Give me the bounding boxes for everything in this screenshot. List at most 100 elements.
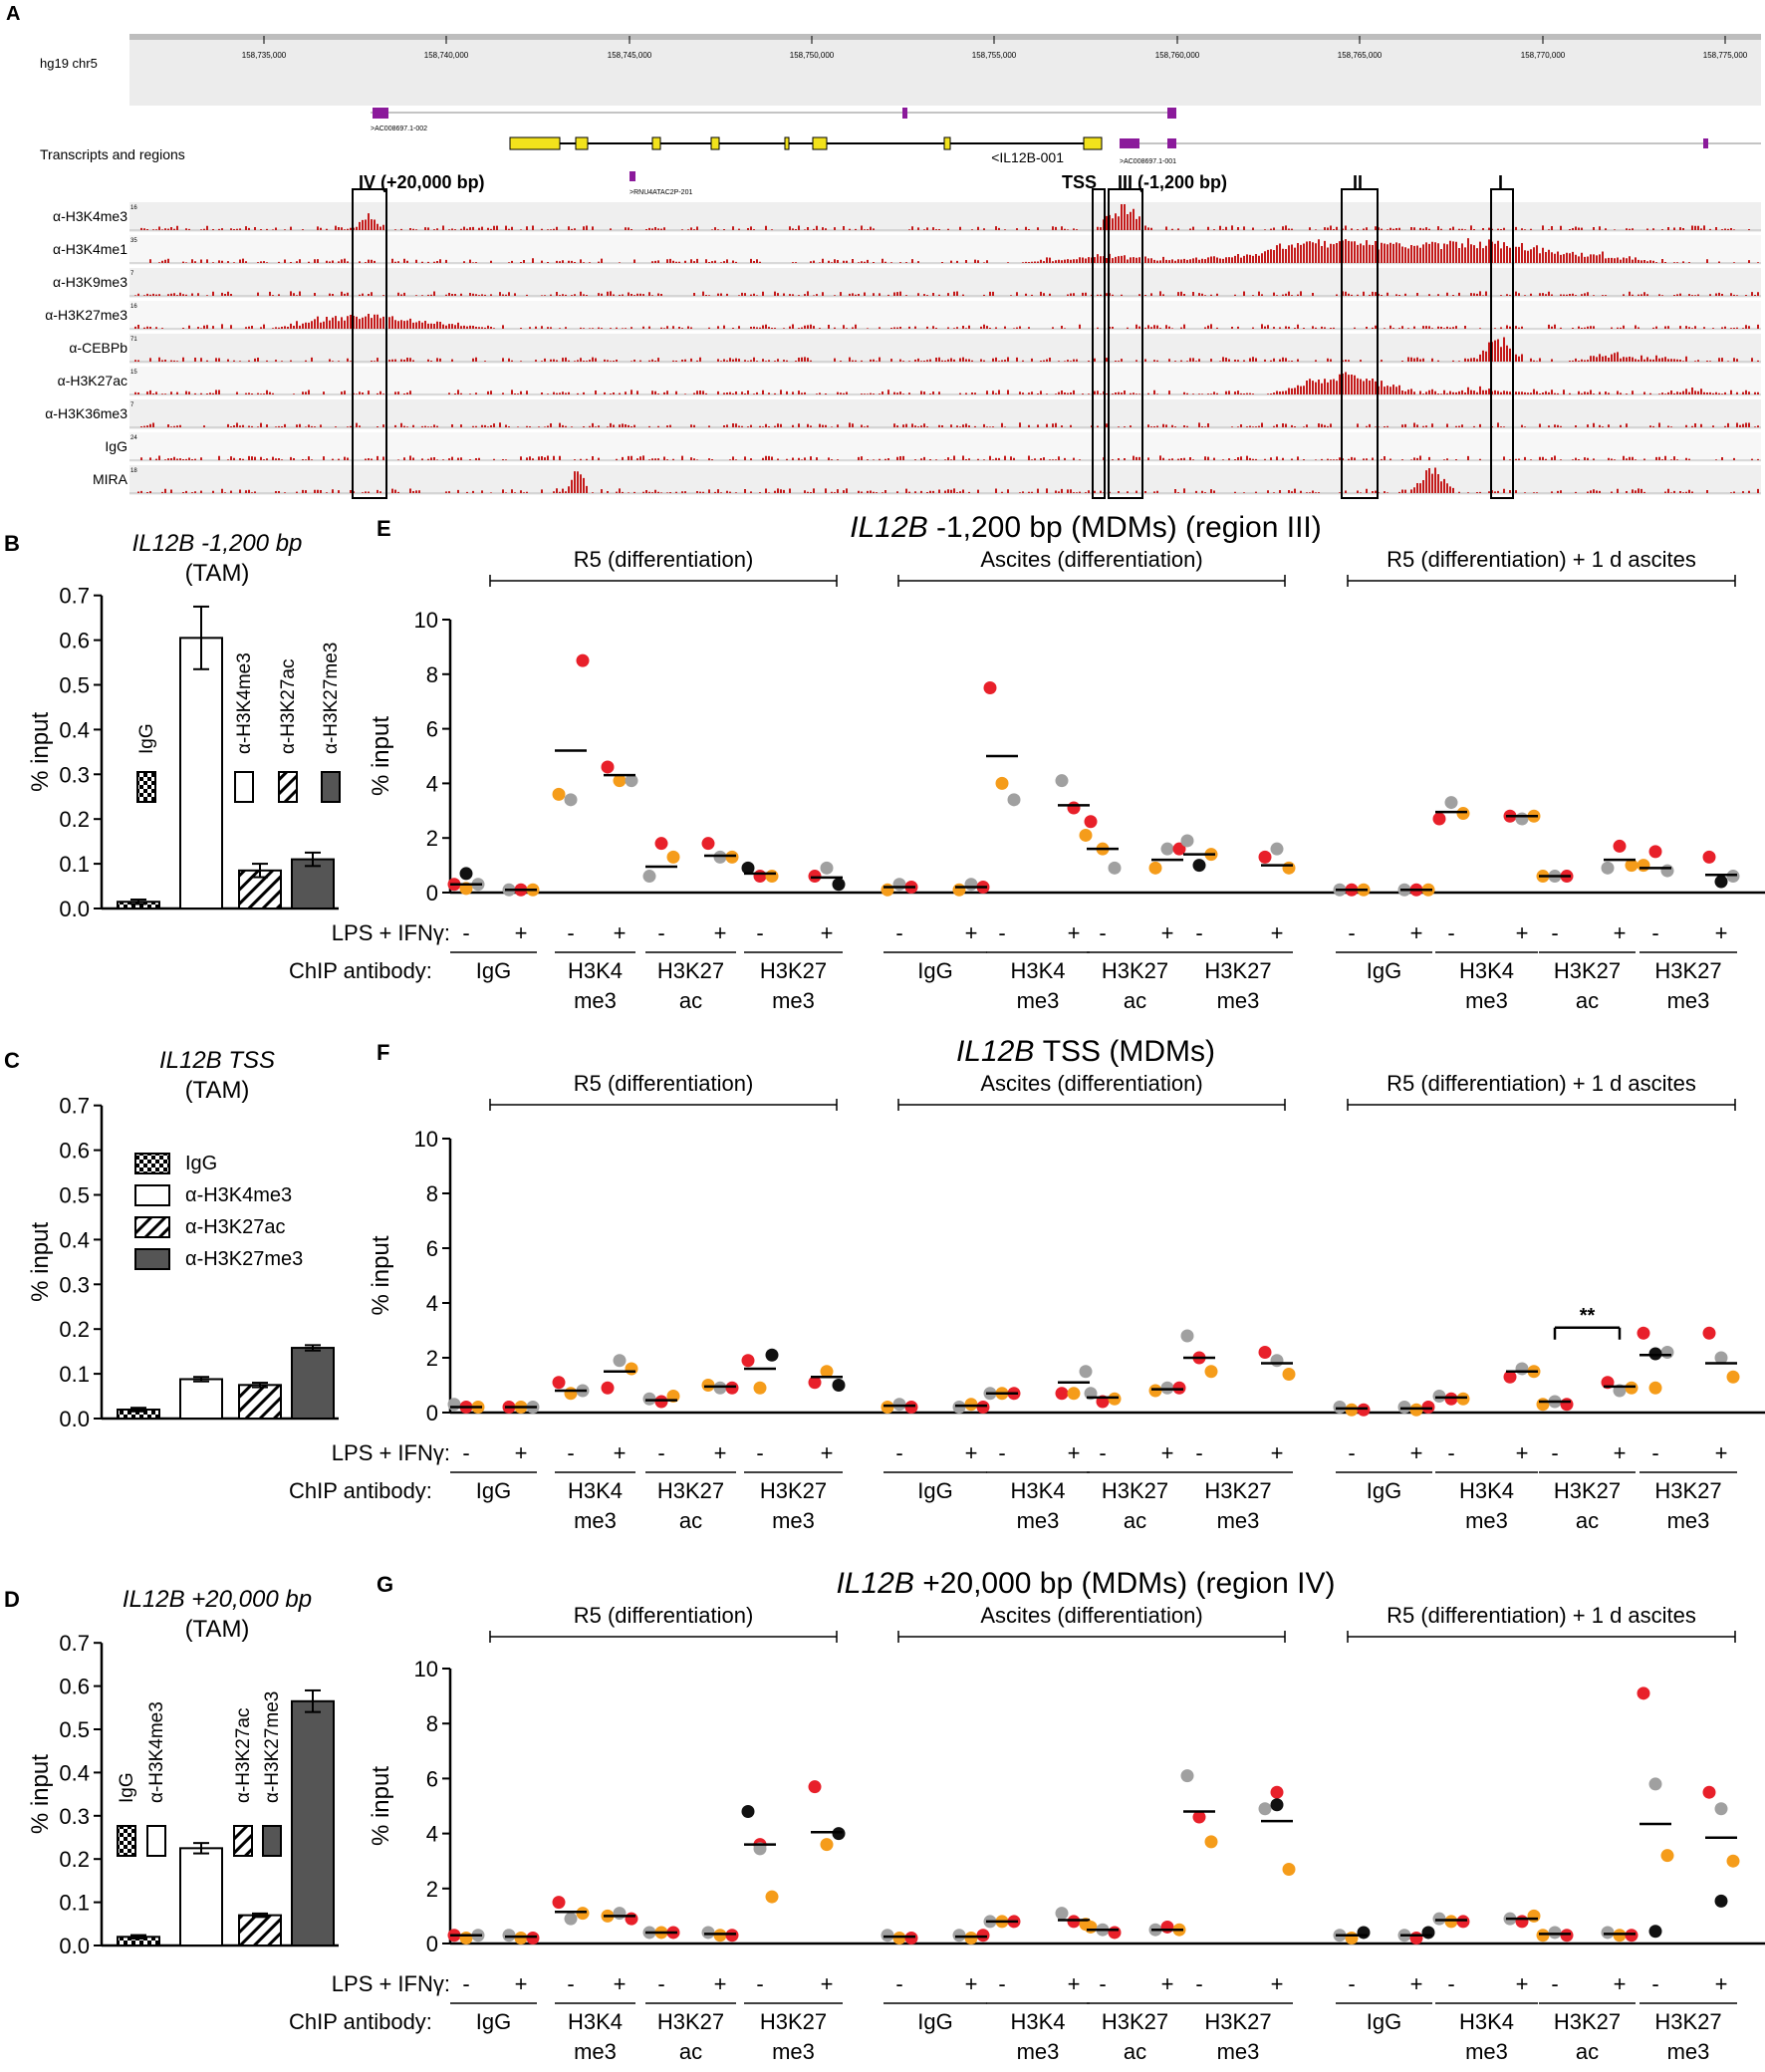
y-axis-label: % input	[27, 1221, 54, 1301]
exon	[1703, 138, 1708, 148]
y-tick-label: 2	[426, 1346, 438, 1371]
data-point	[753, 870, 767, 884]
data-point	[952, 883, 966, 897]
condition-minus: -	[1195, 920, 1202, 945]
bar	[291, 858, 335, 909]
data-point	[1560, 1398, 1574, 1412]
condition-plus: +	[821, 920, 834, 945]
data-point	[1067, 801, 1081, 815]
data-point	[1726, 1854, 1740, 1868]
legend-swatch	[117, 1825, 136, 1857]
condition-plus: +	[1715, 920, 1728, 945]
panel-label: C	[4, 1048, 20, 1073]
antibody-label-line2: ac	[1124, 988, 1146, 1013]
y-tick-label: 6	[426, 717, 438, 742]
antibody-label-line2: me3	[772, 1508, 815, 1533]
data-point	[1409, 1931, 1423, 1944]
condition-minus: -	[462, 1440, 469, 1465]
signal-track	[134, 372, 1759, 394]
y-tick-label: 0.6	[59, 1139, 90, 1164]
data-point	[832, 1379, 846, 1392]
track-scale: 24	[130, 435, 137, 441]
condition-minus: -	[1551, 920, 1558, 945]
y-tick-label: 2	[426, 1877, 438, 1902]
y-tick-label: 0.3	[59, 1272, 90, 1297]
data-point	[1270, 1798, 1284, 1812]
data-point	[1421, 1926, 1435, 1940]
legend-swatch	[134, 1248, 170, 1270]
condition-plus: +	[614, 1440, 627, 1465]
antibody-label: H3K4	[1459, 2009, 1514, 2034]
data-point	[625, 774, 638, 788]
region-label: IV (+20,000 bp)	[359, 172, 485, 192]
data-point	[1456, 1915, 1470, 1929]
data-point	[1637, 1326, 1650, 1340]
antibody-label-line2: me3	[1465, 988, 1508, 1013]
condition-plus: +	[1161, 1440, 1174, 1465]
condition-plus: +	[1410, 920, 1423, 945]
signal-track	[140, 455, 1759, 460]
panel-e-scatter-chart: E IL12B -1,200 bp (MDMs) (region III) R5 (…	[289, 511, 1765, 1013]
data-point	[1345, 1403, 1359, 1417]
data-point	[765, 1890, 779, 1904]
ruler-bg	[129, 34, 1761, 106]
data-point	[1660, 1346, 1674, 1359]
ruler-coord: 158,765,000	[1338, 51, 1383, 60]
data-point	[1601, 1926, 1615, 1940]
legend-swatch	[136, 771, 156, 803]
data-point	[1345, 1931, 1359, 1944]
data-point	[1613, 1929, 1627, 1942]
condition-plus: +	[614, 920, 627, 945]
data-point	[1625, 1929, 1639, 1942]
track-scale: 18	[130, 468, 137, 474]
track-name: α-H3K27me3	[45, 307, 127, 323]
data-point	[1160, 1920, 1174, 1934]
signal-track	[134, 314, 1759, 329]
exon	[710, 136, 720, 150]
antibody-label-line2: ac	[679, 988, 702, 1013]
data-point	[1726, 1370, 1740, 1384]
data-point	[1444, 1915, 1458, 1929]
y-axis-label: % input	[368, 716, 394, 796]
track-bg	[129, 399, 1761, 429]
data-point	[1055, 774, 1069, 788]
condition-minus: -	[998, 1971, 1005, 1996]
condition-minus: -	[462, 1971, 469, 1996]
antibody-label: IgG	[917, 2009, 952, 2034]
condition-minus: -	[756, 920, 763, 945]
antibody-label: H3K4	[1010, 958, 1065, 983]
chart-title-gene: IL12B	[956, 1035, 1043, 1068]
treatment-label: LPS + IFNγ:	[332, 1971, 450, 1996]
legend-swatch	[146, 1825, 166, 1857]
data-point	[1067, 1915, 1081, 1929]
data-point	[1108, 861, 1122, 875]
transcript-name: >AC008697.1-001	[1120, 158, 1176, 165]
track-scale: 7	[130, 402, 134, 408]
antibody-label-line2: ac	[679, 1508, 702, 1533]
chart-title: IL12B TSS (MDMs)	[956, 1035, 1215, 1068]
legend-label: α-H3K27me3	[321, 643, 342, 754]
data-point	[892, 1931, 906, 1944]
condition-minus: -	[895, 920, 902, 945]
exon	[1167, 138, 1176, 148]
data-point	[881, 1401, 894, 1414]
antibody-label: H3K27	[1102, 958, 1168, 983]
condition-plus: +	[1614, 920, 1627, 945]
data-point	[892, 878, 906, 892]
bar	[238, 1914, 282, 1946]
legend-label: α-H3K27me3	[262, 1691, 283, 1803]
antibody-label: H3K27	[1204, 2009, 1271, 2034]
data-point	[1160, 1381, 1174, 1395]
condition-minus: -	[1551, 1440, 1558, 1465]
data-point	[1282, 1862, 1296, 1876]
legend-swatch	[278, 771, 298, 803]
track-bg	[129, 202, 1761, 232]
y-tick-label: 6	[426, 1766, 438, 1791]
ruler-coord: 158,770,000	[1521, 51, 1566, 60]
data-point	[1637, 859, 1650, 873]
antibody-label: IgG	[476, 958, 511, 983]
data-point	[1444, 1392, 1458, 1406]
data-point	[976, 1401, 990, 1414]
antibody-label: IgG	[1367, 2009, 1401, 2034]
